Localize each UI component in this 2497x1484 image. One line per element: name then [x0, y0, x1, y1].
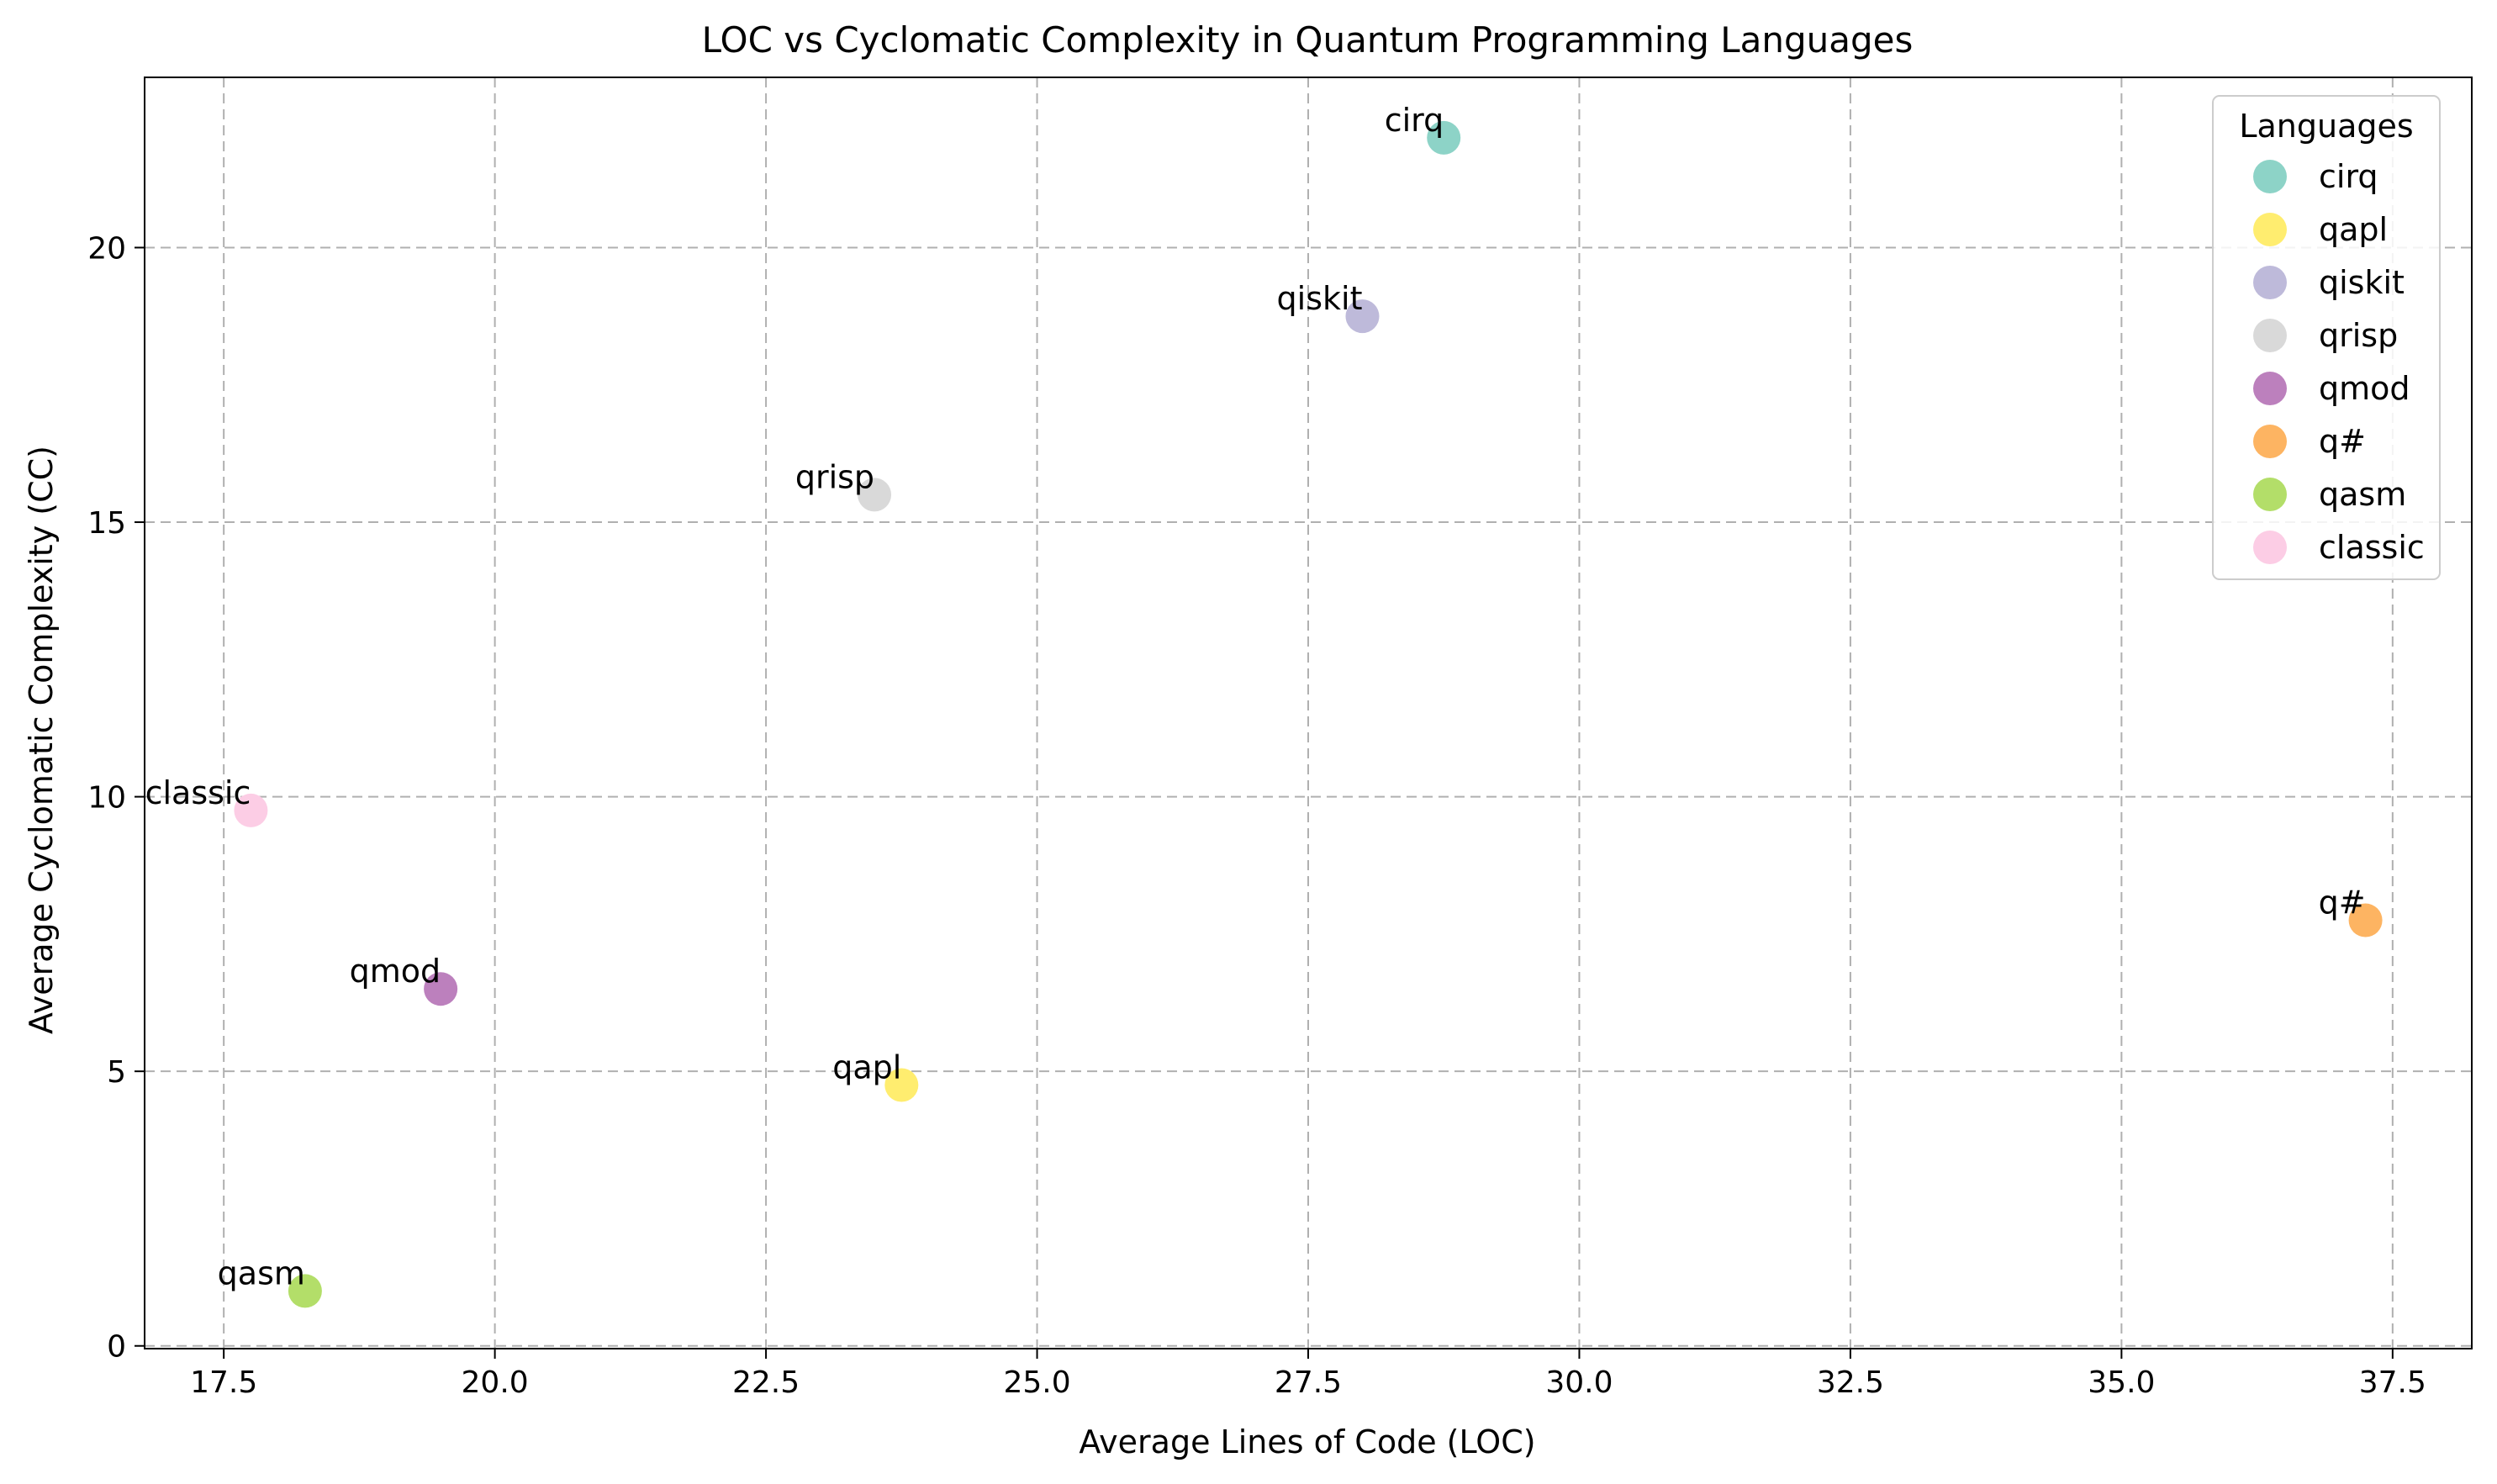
legend-marker-qrisp — [2253, 319, 2287, 352]
y-tick-label: 15 — [87, 506, 126, 541]
legend-marker-cirq — [2253, 160, 2287, 193]
legend-label-cirq: cirq — [2319, 158, 2378, 195]
legend-marker-qmod — [2253, 372, 2287, 405]
legend-marker-qasm — [2253, 478, 2287, 511]
legend-label-qapl: qapl — [2319, 211, 2388, 248]
x-tick-label: 22.5 — [732, 1365, 800, 1400]
data-point-qrisp — [858, 478, 892, 512]
data-point-qiskit — [1345, 299, 1380, 334]
x-tick-label: 30.0 — [1545, 1365, 1613, 1400]
point-labels: cirq qapl qiskit qrisp qmod q# qasm classic — [145, 102, 2366, 1292]
x-tick-label: 17.5 — [190, 1365, 257, 1400]
y-tick-label: 5 — [107, 1055, 126, 1090]
x-axis-label: Average Lines of Code (LOC) — [1079, 1423, 1535, 1460]
legend-marker-q# — [2253, 425, 2287, 458]
data-label-classic: classic — [145, 774, 251, 811]
legend-label-qiskit: qiskit — [2319, 264, 2405, 301]
x-tick-label: 35.0 — [2088, 1365, 2155, 1400]
legend-marker-qapl — [2253, 213, 2287, 246]
data-label-qrisp: qrisp — [795, 458, 874, 495]
x-tick-label: 25.0 — [1003, 1365, 1070, 1400]
data-label-q#: q# — [2319, 885, 2366, 922]
legend-label-classic: classic — [2319, 529, 2425, 566]
data-points — [234, 120, 2383, 1308]
data-point-qasm — [288, 1274, 322, 1308]
y-axis-label: Average Cyclomatic Complexity (CC) — [23, 446, 60, 1034]
legend-items: cirq qapl qiskit qrisp qmod q# qasm classic — [2253, 158, 2425, 566]
data-point-classic — [234, 793, 268, 827]
y-tick-label: 20 — [87, 231, 126, 266]
data-label-qmod: qmod — [350, 953, 441, 990]
data-label-cirq: cirq — [1385, 102, 1444, 139]
x-tick-label: 20.0 — [462, 1365, 529, 1400]
x-tick-label: 32.5 — [1817, 1365, 1884, 1400]
data-point-qmod — [424, 972, 458, 1006]
y-tick-label: 10 — [87, 781, 126, 816]
x-tick-label: 37.5 — [2359, 1365, 2426, 1400]
data-point-qapl — [884, 1068, 919, 1102]
chart-title: LOC vs Cyclomatic Complexity in Quantum … — [702, 19, 1914, 61]
legend: Languages cirqqaplqiskitqrispqmodq#qasmc… — [2212, 95, 2441, 580]
legend-label-qasm: qasm — [2319, 476, 2406, 513]
legend-label-qmod: qmod — [2319, 370, 2410, 407]
y-axis-ticks: 0 5 10 15 20 — [87, 231, 145, 1365]
data-point-cirq — [1427, 120, 1461, 155]
x-tick-label: 27.5 — [1275, 1365, 1342, 1400]
legend-marker-classic — [2253, 531, 2287, 564]
legend-title: Languages — [2239, 108, 2413, 145]
data-label-qasm: qasm — [218, 1254, 305, 1291]
legend-label-qrisp: qrisp — [2319, 317, 2398, 354]
data-point-q# — [2348, 903, 2383, 937]
legend-marker-qiskit — [2253, 266, 2287, 299]
x-axis-ticks: 17.5 20.0 22.5 25.0 27.5 30.0 32.5 35.0 37.5 — [190, 1349, 2426, 1400]
data-label-qiskit: qiskit — [1277, 280, 1363, 317]
legend-label-q#: q# — [2319, 423, 2366, 460]
y-tick-label: 0 — [107, 1330, 126, 1365]
data-label-qapl: qapl — [832, 1048, 901, 1085]
